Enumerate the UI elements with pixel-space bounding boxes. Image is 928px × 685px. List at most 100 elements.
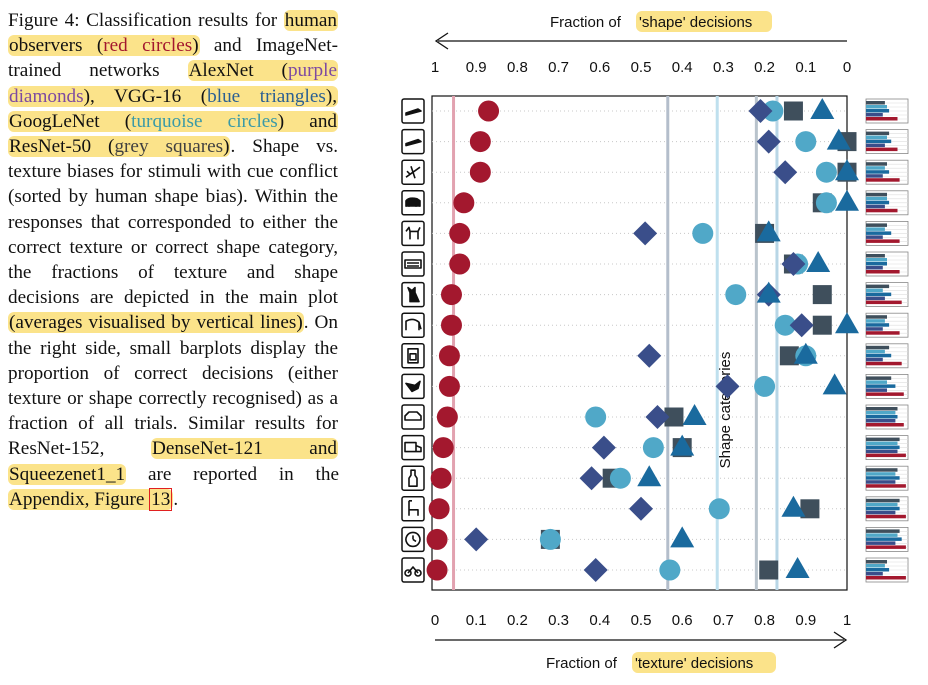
- barplot-bar: [866, 223, 887, 227]
- barplot-bar: [866, 192, 887, 197]
- barplot-bar: [866, 166, 885, 170]
- resnet-50-marker: [779, 346, 799, 366]
- barplot-bar: [866, 239, 900, 243]
- barplot-bar: [866, 170, 890, 174]
- top-tick-label: 0: [843, 59, 851, 76]
- googlenet-marker: [762, 100, 784, 122]
- human-observers-marker: [430, 467, 452, 489]
- human-observers-marker: [440, 284, 462, 306]
- human-observers-marker: [428, 498, 450, 520]
- barplot-bar: [866, 266, 883, 270]
- figure-reference-link[interactable]: 13: [149, 487, 173, 511]
- data-points: [426, 98, 859, 582]
- googlenet-marker: [815, 161, 837, 183]
- human-observers-marker: [469, 131, 491, 153]
- barplot-bar: [866, 419, 896, 423]
- barplot-bar: [866, 453, 906, 458]
- barplot: [865, 404, 909, 430]
- bottom-tick-label: 0.2: [507, 612, 528, 629]
- human-observers-marker: [469, 161, 491, 183]
- barplot-bar: [866, 117, 898, 121]
- barplot-bar: [866, 423, 904, 427]
- top-arrow-head: [434, 32, 449, 50]
- caption-human-label: human observers (: [9, 10, 337, 57]
- alexnet-marker: [715, 374, 740, 399]
- bottom-tick-label: 1: [843, 612, 851, 629]
- barplot-bar: [866, 411, 896, 415]
- barplot: [865, 373, 909, 399]
- resnet-50-marker: [812, 315, 832, 335]
- barplot-bar: [866, 315, 887, 319]
- barplot-bar: [866, 235, 883, 239]
- caption-paren: ): [223, 136, 230, 158]
- bottom-arrow-head: [833, 631, 848, 649]
- barplot-bar: [866, 349, 885, 354]
- vgg-16-marker: [682, 404, 707, 425]
- barplot-bar: [866, 200, 890, 205]
- caption-purple-diamonds: purple diamonds: [9, 60, 337, 107]
- figure-caption: Figure 4: Classification results for hum…: [8, 8, 339, 512]
- barplot-bar: [866, 572, 883, 576]
- googlenet-marker: [725, 284, 747, 306]
- barplot-bar: [866, 533, 898, 537]
- barplot-bar: [866, 407, 898, 411]
- barplot-bar: [866, 174, 883, 178]
- barplot-bar: [866, 262, 887, 266]
- barplot-bar: [866, 468, 898, 472]
- barplot-bar: [866, 254, 885, 258]
- googlenet-marker: [795, 131, 817, 153]
- googlenet-marker: [585, 406, 607, 428]
- bottom-tick-label: 0: [431, 612, 439, 629]
- human-observers-marker: [478, 100, 500, 122]
- barplot-bar: [866, 288, 883, 293]
- vgg-16-marker: [756, 281, 781, 303]
- barplot-bar: [866, 143, 885, 148]
- bicycle-icon: [401, 557, 425, 583]
- alexnet-marker: [789, 313, 814, 338]
- top-tick-label: 0.9: [466, 59, 487, 76]
- caption-appendix: Appendix, Figure: [9, 488, 150, 510]
- barplot-bar: [866, 270, 900, 274]
- barplot-bar: [866, 258, 887, 262]
- barplot: [865, 312, 909, 338]
- barplot-bar: [866, 113, 883, 117]
- barplot-bar: [866, 476, 900, 480]
- alexnet-marker: [633, 221, 658, 246]
- top-tick-label: 0.7: [548, 59, 569, 76]
- shape-texture-figure: Fraction of 'shape' decisions Fraction o…: [350, 0, 928, 685]
- cat-icon: [401, 281, 425, 308]
- googlenet-marker: [539, 528, 561, 550]
- barplot-bar: [866, 510, 896, 515]
- human-observers-marker: [426, 559, 448, 581]
- bottom-tick-labels: 0 0.1 0.2 0.3 0.4 0.5 0.6 0.7 0.8 0.9 1: [431, 612, 851, 629]
- barplot: [865, 129, 909, 155]
- barplot-bar: [866, 514, 906, 519]
- keyboard-icon: [401, 251, 425, 277]
- bottom-tick-label: 0.6: [672, 612, 693, 629]
- barplot-bar: [866, 300, 902, 305]
- alexnet-marker: [756, 129, 781, 154]
- clock-icon: [401, 526, 425, 553]
- bottom-tick-label: 0.1: [466, 612, 487, 629]
- human-observers-marker: [449, 222, 471, 244]
- bottom-axis-title-highlight: [632, 652, 776, 673]
- vgg-16-marker: [756, 220, 781, 242]
- caption-alexnet: AlexNet (: [188, 60, 288, 82]
- bottom-tick-label: 0.3: [548, 612, 569, 629]
- barplot-bar: [866, 353, 892, 358]
- bottle-icon: [401, 465, 425, 491]
- top-tick-label: 0.1: [795, 59, 816, 76]
- barplot-bar: [866, 196, 887, 201]
- barplot-bar: [866, 541, 896, 545]
- barplot-bar: [866, 376, 892, 380]
- barplot-bar: [866, 498, 900, 503]
- barplot-bar: [866, 147, 898, 152]
- googlenet-marker: [708, 498, 730, 520]
- barplot-bar: [866, 384, 896, 388]
- alexnet-marker: [464, 527, 489, 552]
- barplot: [865, 527, 909, 552]
- bottom-axis-title-text: 'texture' decisions: [635, 655, 753, 672]
- googlenet-marker: [659, 559, 681, 581]
- barplot-bar: [866, 162, 887, 166]
- barplot: [865, 557, 909, 583]
